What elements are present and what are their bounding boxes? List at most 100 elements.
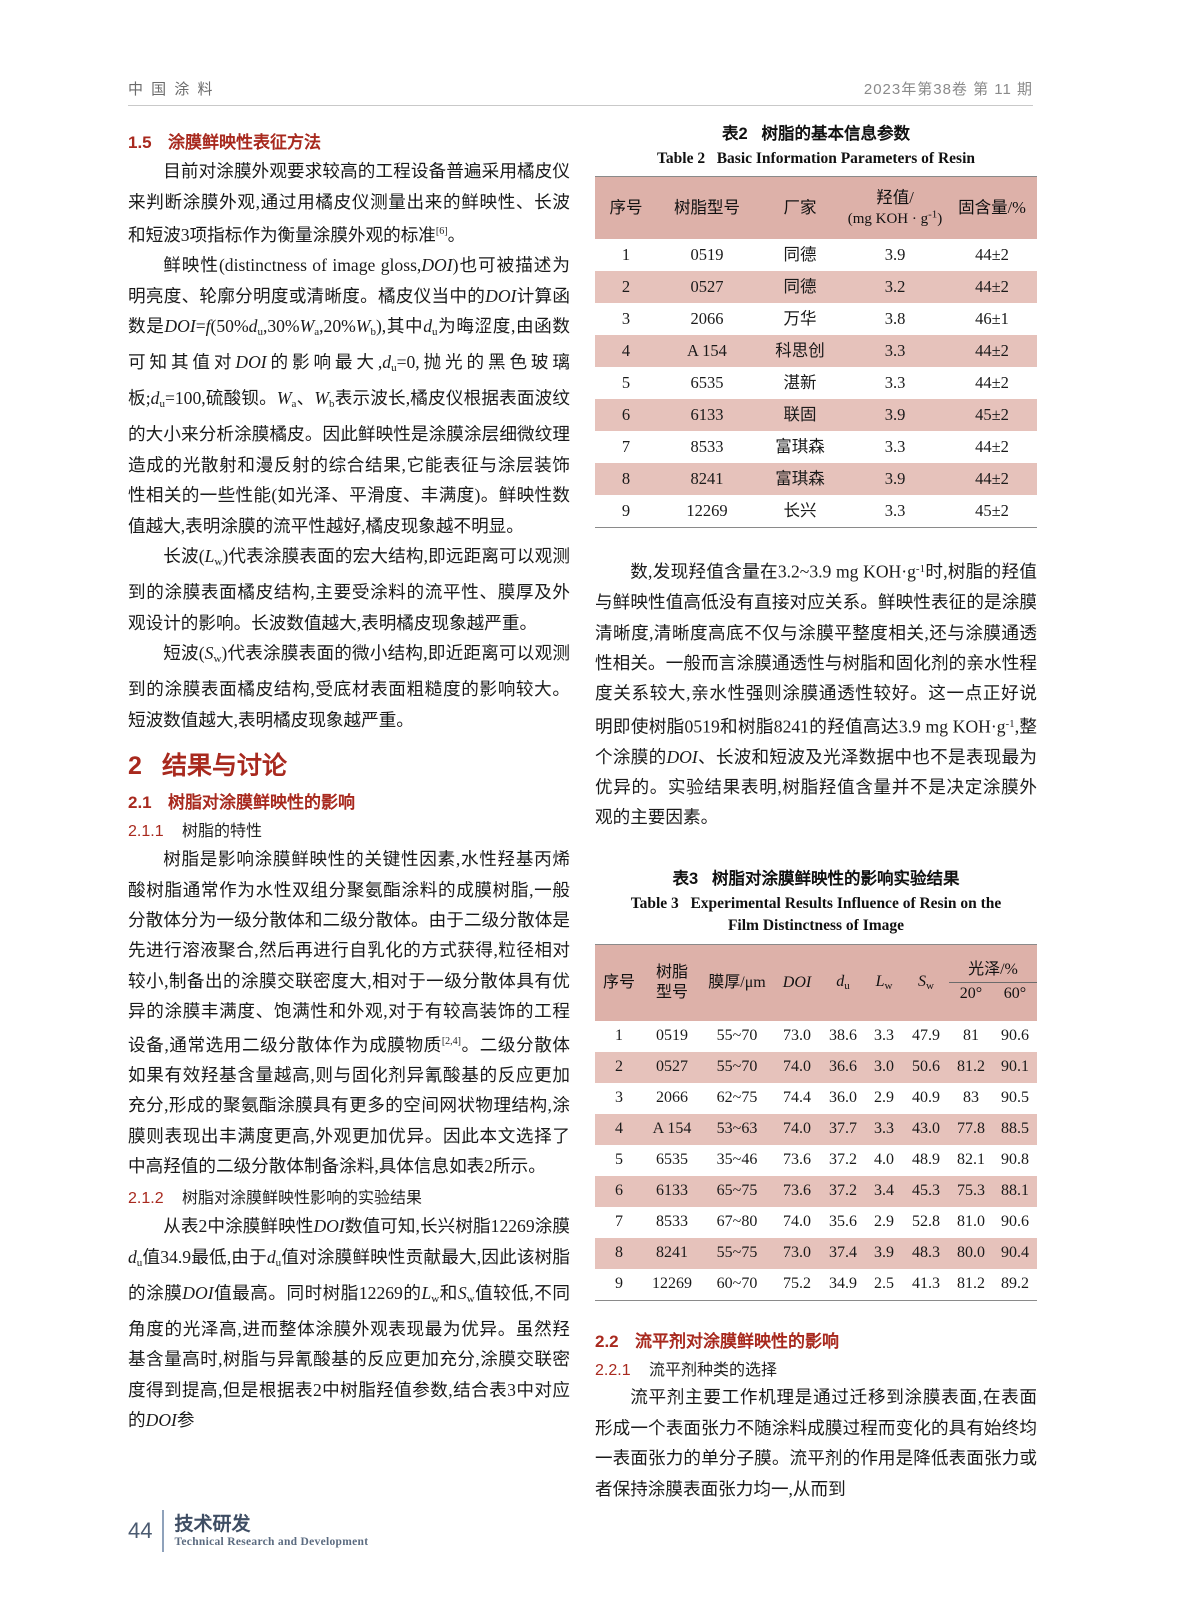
table-2-cell-solid: 45±2	[947, 399, 1037, 432]
table-3-cell-seq: 9	[595, 1268, 643, 1301]
heading-1-5-title: 涂膜鲜映性表征方法	[168, 133, 321, 152]
heading-2-1-2-title: 树脂对涂膜鲜映性影响的实验结果	[182, 1190, 423, 1208]
paragraph-3: 长波(Lw)代表涂膜表面的宏大结构,即远距离可以观测到的涂膜表面橘皮结构,主要受…	[128, 546, 571, 633]
table-3-title-en-line1: Experimental Results Influence of Resin …	[690, 894, 1002, 912]
table-3-cell-doi: 73.6	[783, 1151, 811, 1169]
table-2-cell-solid: 44±2	[947, 335, 1037, 368]
table-2-cell-hydroxyl: 3.8	[884, 308, 906, 328]
table-3-th-gloss-60: 60°	[1003, 985, 1027, 1003]
heading-2-1: 2.1 树脂对涂膜鲜映性的影响	[128, 792, 570, 814]
table-row: 3 2066 62~75 74.4 36.0 2.9 40.9 83 90.5	[595, 1083, 1037, 1114]
table-2-cell-solid: 44±2	[947, 271, 1037, 304]
heading-2-1-1: 2.1.1 树脂的特性	[128, 822, 570, 843]
table-3-cell-sw: 48.9	[912, 1151, 940, 1169]
journal-name: 中 国 涂 料	[128, 81, 215, 98]
table-2-cell-model: 0527	[657, 271, 757, 304]
table-3-cell-thickness: 62~75	[716, 1089, 758, 1107]
table-3-cell-sw: 43.0	[903, 1113, 949, 1145]
table-3: 序号 树脂 型号 膜厚/μm DOI du Lw Sw 光泽/% 20°	[595, 944, 1037, 1301]
table-3-cell-lw: 2.9	[874, 1089, 894, 1107]
table-3-caption-en: Table 3 Experimental Results Influence o…	[595, 893, 1037, 938]
table-3-header-row: 序号 树脂 型号 膜厚/μm DOI du Lw Sw 光泽/% 20°	[595, 944, 1037, 1021]
table-row: 1 0519 同德 3.9 44±2	[595, 239, 1037, 271]
heading-2-1-title: 树脂对涂膜鲜映性的影响	[168, 793, 355, 813]
heading-2-2-1-title: 流平剂种类的选择	[649, 1361, 778, 1379]
table-2-cell-model: 0519	[690, 244, 724, 264]
paragraph-8: 流平剂主要工作机理是通过迁移到涂膜表面,在表面形成一个表面张力不随涂料成膜过程而…	[595, 1387, 1037, 1499]
table-2-cell-hydroxyl: 3.2	[843, 271, 947, 304]
heading-2-1-1-title: 树脂的特性	[182, 823, 263, 841]
table-row: 2 0527 55~70 74.0 36.6 3.0 50.6 81.2 90.1	[595, 1051, 1037, 1083]
table-3-cell-g60: 88.1	[993, 1175, 1037, 1207]
header-divider	[128, 105, 1033, 106]
table-2-th-hydroxyl: 羟值/ (mg KOH · g-1)	[843, 176, 947, 240]
table-3-label-en: Table 3	[630, 894, 679, 912]
table-3-cell-lw: 3.3	[874, 1027, 894, 1045]
table-3-cell-seq: 5	[615, 1151, 623, 1169]
table-2-cell-solid: 44±2	[975, 244, 1009, 264]
table-2-cell-maker: 长兴	[757, 495, 843, 529]
table-2-caption-cn: 表2 树脂的基本信息参数	[595, 122, 1037, 147]
table-3-cell-doi: 73.0	[773, 1237, 821, 1269]
table-2-cell-seq: 6	[595, 399, 657, 432]
table-3-cell-du: 37.7	[821, 1113, 865, 1145]
table-2-cell-solid: 46±1	[975, 308, 1009, 328]
heading-1-5-number: 1.5	[128, 133, 152, 152]
table-row: 9 12269 长兴 3.3 45±2	[595, 495, 1037, 529]
table-3-cell-g20: 83	[963, 1089, 979, 1107]
table-3-cell-g20: 82.1	[957, 1151, 985, 1169]
table-row: 9 12269 60~70 75.2 34.9 2.5 41.3 81.2 89.2	[595, 1268, 1037, 1301]
heading-2-2-number: 2.2	[595, 1331, 619, 1351]
table-row: 1 0519 55~70 73.0 38.6 3.3 47.9 81 90.6	[595, 1021, 1037, 1052]
table-row: 7 8533 富琪森 3.3 44±2	[595, 431, 1037, 463]
heading-2-1-2: 2.1.2 树脂对涂膜鲜映性影响的实验结果	[128, 1189, 570, 1210]
table-2-cell-maker: 同德	[783, 244, 817, 264]
table-3-cell-g60: 88.5	[993, 1113, 1037, 1145]
table-2-cell-maker: 富琪森	[775, 436, 825, 456]
table-3-cell-model: 12269	[643, 1268, 701, 1301]
table-3-cell-du: 36.6	[821, 1051, 865, 1083]
table-2-cell-maker: 湛新	[783, 372, 817, 392]
table-2-title-en: Basic Information Parameters of Resin	[716, 149, 976, 167]
paragraph-6: 从表2中涂膜鲜映性DOI数值可知,长兴树脂12269涂膜du值34.9最低,由于…	[128, 1216, 570, 1431]
table-3-cell-thickness: 35~46	[716, 1151, 758, 1169]
table-2-cell-maker: 富琪森	[757, 463, 843, 496]
paragraph-5: 树脂是影响涂膜鲜映性的关键性因素,水性羟基丙烯酸树脂通常作为水性双组分聚氨酯涂料…	[128, 849, 570, 1177]
left-column: 1.5 涂膜鲜映性表征方法 目前对涂膜外观要求较高的工程设备普遍采用橘皮仪来判断涂…	[128, 122, 570, 1436]
table-3-cell-thickness: 65~75	[701, 1175, 773, 1207]
table-3-th-model: 树脂 型号	[643, 944, 701, 1021]
table-3-th-sw: Sw	[903, 944, 949, 1021]
table-3-cell-model: 2066	[656, 1089, 688, 1107]
table-2-cell-model: 6133	[657, 399, 757, 432]
table-3-cell-lw: 3.0	[865, 1051, 903, 1083]
table-3-th-doi: DOI	[773, 944, 821, 1021]
table-3-cell-du: 37.4	[821, 1237, 865, 1269]
table-3-cell-model: 0519	[656, 1027, 688, 1045]
issue-info: 2023年第38卷 第 11 期	[863, 81, 1033, 98]
table-2-cell-seq: 2	[595, 271, 657, 304]
table-3-cell-g20: 75.3	[949, 1175, 993, 1207]
paragraph-7: 数,发现羟值含量在3.2~3.9 mg KOH·g-1时,树脂的羟值与鲜映性值高…	[595, 561, 1037, 828]
table-2-cell-seq: 3	[621, 308, 631, 328]
table-3-cell-seq: 3	[615, 1089, 623, 1107]
table-3-th-lw: Lw	[865, 944, 903, 1021]
heading-1-5: 1.5 涂膜鲜映性表征方法	[128, 132, 570, 154]
table-3-cell-du: 35.6	[829, 1213, 857, 1231]
right-column: 表2 树脂的基本信息参数 Table 2 Basic Information P…	[595, 122, 1037, 1504]
table-2-cell-model: 6535	[690, 372, 724, 392]
table-2-cell-solid: 44±2	[975, 436, 1009, 456]
table-3-cell-thickness: 53~63	[701, 1113, 773, 1145]
table-2-cell-model: 8241	[657, 463, 757, 496]
page-footer: 44 技术研发 Technical Research and Developme…	[128, 1510, 368, 1552]
table-2-cell-solid: 44±2	[947, 463, 1037, 496]
table-3-cell-doi: 73.6	[773, 1175, 821, 1207]
table-3-cell-lw: 2.9	[874, 1213, 894, 1231]
table-2-label-en: Table 2	[656, 149, 706, 167]
table-2-caption-en: Table 2 Basic Information Parameters of …	[595, 148, 1037, 170]
table-2-cell-seq: 9	[595, 495, 657, 529]
table-2-cell-maker: 科思创	[757, 335, 843, 368]
table-3-cell-g20: 81	[963, 1027, 979, 1045]
heading-2-title: 结果与讨论	[162, 752, 288, 781]
table-row: 8 8241 55~75 73.0 37.4 3.9 48.3 80.0 90.4	[595, 1237, 1037, 1269]
table-2-label-cn: 表2	[722, 125, 748, 143]
